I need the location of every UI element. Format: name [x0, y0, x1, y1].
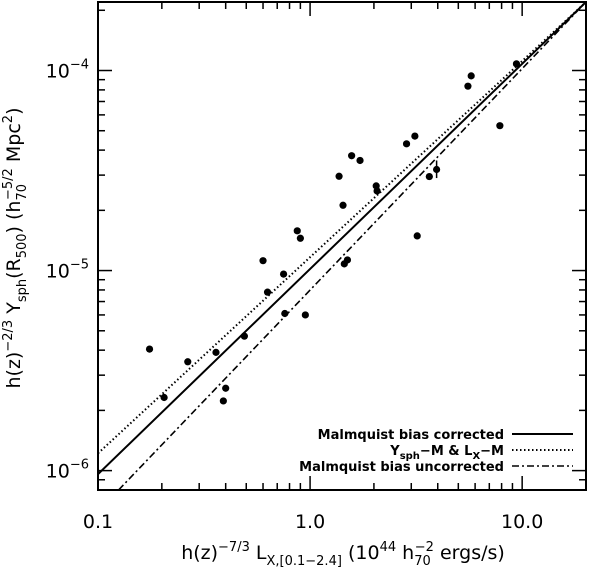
axis-ticks: [97, 2, 587, 491]
data-point: [433, 165, 441, 174]
legend-label-scaling-relations: Ysph−M & LX−M: [389, 444, 504, 462]
data-point: [279, 270, 288, 278]
data-point: [240, 332, 248, 340]
data-point: [373, 187, 381, 195]
data-point: [339, 201, 347, 209]
y-tick-label: 10−4: [46, 58, 89, 83]
data-point: [212, 348, 220, 356]
x-tick-label: 10.0: [501, 511, 543, 533]
data-point: [411, 132, 419, 140]
fit-line-dashdot: [117, 2, 586, 490]
x-tick-label: 0.1: [83, 511, 113, 533]
data-point: [160, 393, 168, 402]
plot-frame: [97, 1, 587, 491]
data-point: [464, 82, 472, 90]
fit-line-dotted: [98, 2, 586, 455]
data-point: [356, 156, 364, 165]
data-point: [145, 345, 154, 353]
data-point: [413, 232, 421, 240]
data-point: [293, 227, 301, 235]
legend-label-uncorrected: Malmquist bias uncorrected: [299, 460, 504, 475]
legend-label-corrected: Malmquist bias corrected: [318, 428, 504, 443]
data-point: [259, 257, 267, 265]
data-point: [496, 122, 504, 130]
data-point: [467, 72, 475, 80]
fit-line-solid: [98, 2, 586, 475]
data-point: [219, 397, 227, 405]
legend: Malmquist bias corrected Ysph−M & LX−M M…: [299, 428, 573, 475]
data-point: [301, 311, 309, 319]
x-axis-label: h(z)−7/3 LX,[0.1−2.4] (1044 h70−2 ergs/s…: [181, 540, 505, 569]
data-point: [402, 140, 411, 148]
y-tick-label: 10−6: [46, 458, 89, 483]
data-points: [145, 60, 521, 405]
data-point: [184, 358, 192, 366]
data-point: [512, 60, 521, 68]
y-tick-label: 10−5: [46, 258, 89, 283]
tick-labels: 0.1 1.0 10.0 10−6 10−5 10−4: [46, 58, 544, 533]
x-tick-label: 1.0: [295, 511, 325, 533]
data-point: [343, 256, 352, 264]
data-point: [335, 172, 343, 180]
data-point: [296, 234, 304, 242]
fit-lines: [98, 2, 586, 490]
data-point: [222, 384, 230, 392]
data-point: [281, 309, 289, 318]
data-point: [425, 172, 433, 181]
data-point: [348, 152, 356, 160]
y-axis-label: h(z)−2/3 Ysph(R500) (h70−5/2 Mpc2): [1, 108, 30, 389]
data-point: [263, 288, 272, 296]
